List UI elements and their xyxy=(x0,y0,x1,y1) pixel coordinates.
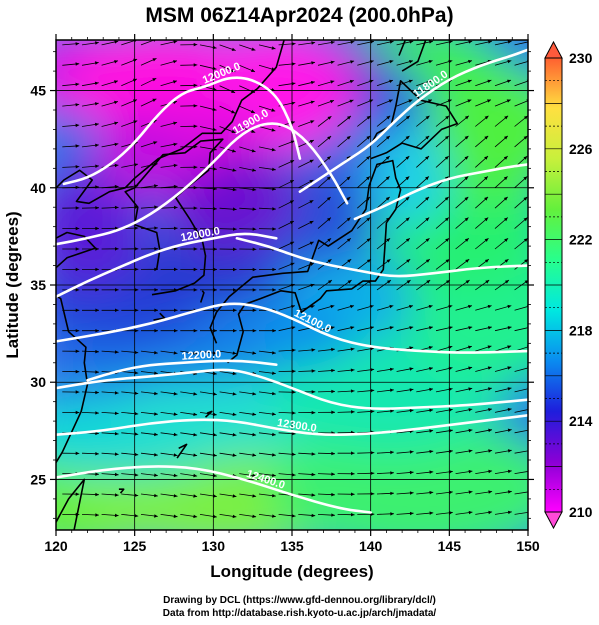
x-axis-title: Longitude (degrees) xyxy=(210,562,373,581)
y-tick-label: 35 xyxy=(30,277,46,293)
contour-line xyxy=(56,414,528,437)
y-axis-ticks: 25 30 35 40 45 xyxy=(30,51,534,519)
contour-line xyxy=(298,48,528,193)
colorbar-label: 218 xyxy=(569,322,593,338)
contour-label: 12200.0 xyxy=(181,348,221,362)
credit-data-source: Data from http://database.rish.kyoto-u.a… xyxy=(162,608,437,619)
contour-line xyxy=(56,122,349,246)
colorbar-max-triangle xyxy=(544,40,563,59)
colorbar-label: 226 xyxy=(569,141,593,157)
contour-line xyxy=(235,237,528,278)
x-axis-ticks: 120 125 130 135 140 145 150 xyxy=(44,34,540,554)
contour-line xyxy=(86,359,278,382)
x-tick-label: 125 xyxy=(123,538,147,554)
contour-line xyxy=(56,368,528,411)
y-tick-label: 40 xyxy=(30,180,46,196)
x-tick-label: 120 xyxy=(44,538,68,554)
contour-line xyxy=(62,76,302,186)
colorbar-label: 214 xyxy=(569,413,593,429)
wind-streamlines xyxy=(62,40,528,519)
credits: Drawing by DCL (https://www.gfd-dennou.o… xyxy=(0,594,599,620)
y-tick-label: 30 xyxy=(30,374,46,390)
x-tick-label: 150 xyxy=(516,538,540,554)
contour-line xyxy=(56,232,278,298)
x-tick-label: 140 xyxy=(359,538,383,554)
colorbar-label: 222 xyxy=(569,232,593,248)
colorbar-label: 210 xyxy=(569,504,593,520)
contour-line xyxy=(56,465,372,514)
x-tick-label: 145 xyxy=(438,538,462,554)
y-axis-title: Latitude (degrees) xyxy=(3,211,22,358)
credit-drawing: Drawing by DCL (https://www.gfd-dennou.o… xyxy=(163,595,436,606)
contour-line xyxy=(353,163,528,221)
contour-line xyxy=(56,302,528,354)
colorbar: 210 214 218 222 226 230 xyxy=(544,40,593,530)
y-tick-label: 45 xyxy=(30,83,46,99)
contour-label: 12300.0 xyxy=(276,417,317,435)
x-tick-label: 135 xyxy=(280,538,304,554)
y-tick-label: 25 xyxy=(30,471,46,487)
temperature-shading xyxy=(56,40,528,530)
colorbar-min-triangle xyxy=(544,511,563,530)
chart-title: MSM 06Z14Apr2024 (200.0hPa) xyxy=(145,4,454,27)
x-tick-label: 130 xyxy=(202,538,226,554)
colorbar-label: 230 xyxy=(569,50,593,66)
